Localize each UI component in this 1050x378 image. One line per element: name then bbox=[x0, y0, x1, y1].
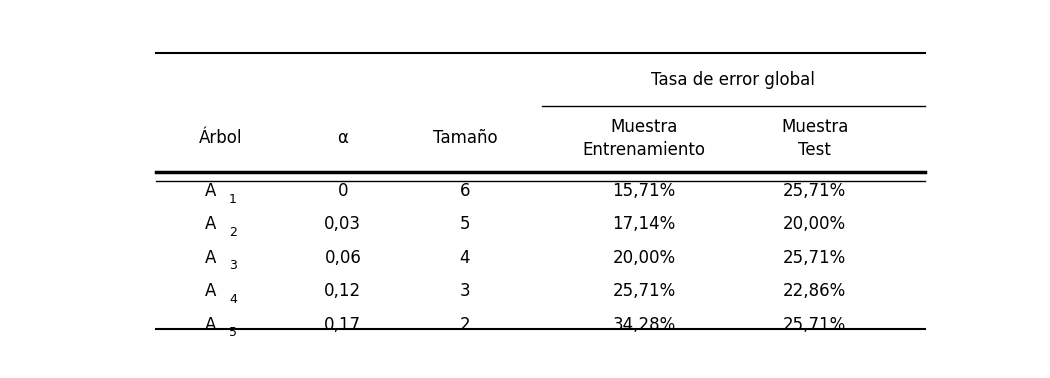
Text: 15,71%: 15,71% bbox=[612, 182, 675, 200]
Text: Tasa de error global: Tasa de error global bbox=[651, 71, 816, 89]
Text: Muestra
Test: Muestra Test bbox=[781, 118, 848, 159]
Text: A: A bbox=[205, 215, 216, 233]
Text: α: α bbox=[337, 130, 349, 147]
Text: A: A bbox=[205, 316, 216, 334]
Text: Tamaño: Tamaño bbox=[433, 130, 498, 147]
Text: 34,28%: 34,28% bbox=[612, 316, 675, 334]
Text: 20,00%: 20,00% bbox=[612, 249, 675, 267]
Text: 25,71%: 25,71% bbox=[783, 182, 846, 200]
Text: 5: 5 bbox=[460, 215, 470, 233]
Text: 3: 3 bbox=[460, 282, 470, 300]
Text: Muestra
Entrenamiento: Muestra Entrenamiento bbox=[583, 118, 706, 159]
Text: 17,14%: 17,14% bbox=[612, 215, 675, 233]
Text: 5: 5 bbox=[229, 327, 237, 339]
Text: 0,12: 0,12 bbox=[324, 282, 361, 300]
Text: 2: 2 bbox=[229, 226, 237, 239]
Text: 0,06: 0,06 bbox=[324, 249, 361, 267]
Text: 0,03: 0,03 bbox=[324, 215, 361, 233]
Text: A: A bbox=[205, 182, 216, 200]
Text: 6: 6 bbox=[460, 182, 470, 200]
Text: 0,17: 0,17 bbox=[324, 316, 361, 334]
Text: 3: 3 bbox=[229, 259, 237, 273]
Text: 4: 4 bbox=[229, 293, 237, 306]
Text: Árbol: Árbol bbox=[200, 130, 243, 147]
Text: 2: 2 bbox=[460, 316, 470, 334]
Text: 25,71%: 25,71% bbox=[612, 282, 675, 300]
Text: 4: 4 bbox=[460, 249, 470, 267]
Text: 25,71%: 25,71% bbox=[783, 249, 846, 267]
Text: A: A bbox=[205, 249, 216, 267]
Text: 22,86%: 22,86% bbox=[783, 282, 846, 300]
Text: 20,00%: 20,00% bbox=[783, 215, 846, 233]
Text: A: A bbox=[205, 282, 216, 300]
Text: 25,71%: 25,71% bbox=[783, 316, 846, 334]
Text: 0: 0 bbox=[338, 182, 349, 200]
Text: 1: 1 bbox=[229, 192, 237, 206]
